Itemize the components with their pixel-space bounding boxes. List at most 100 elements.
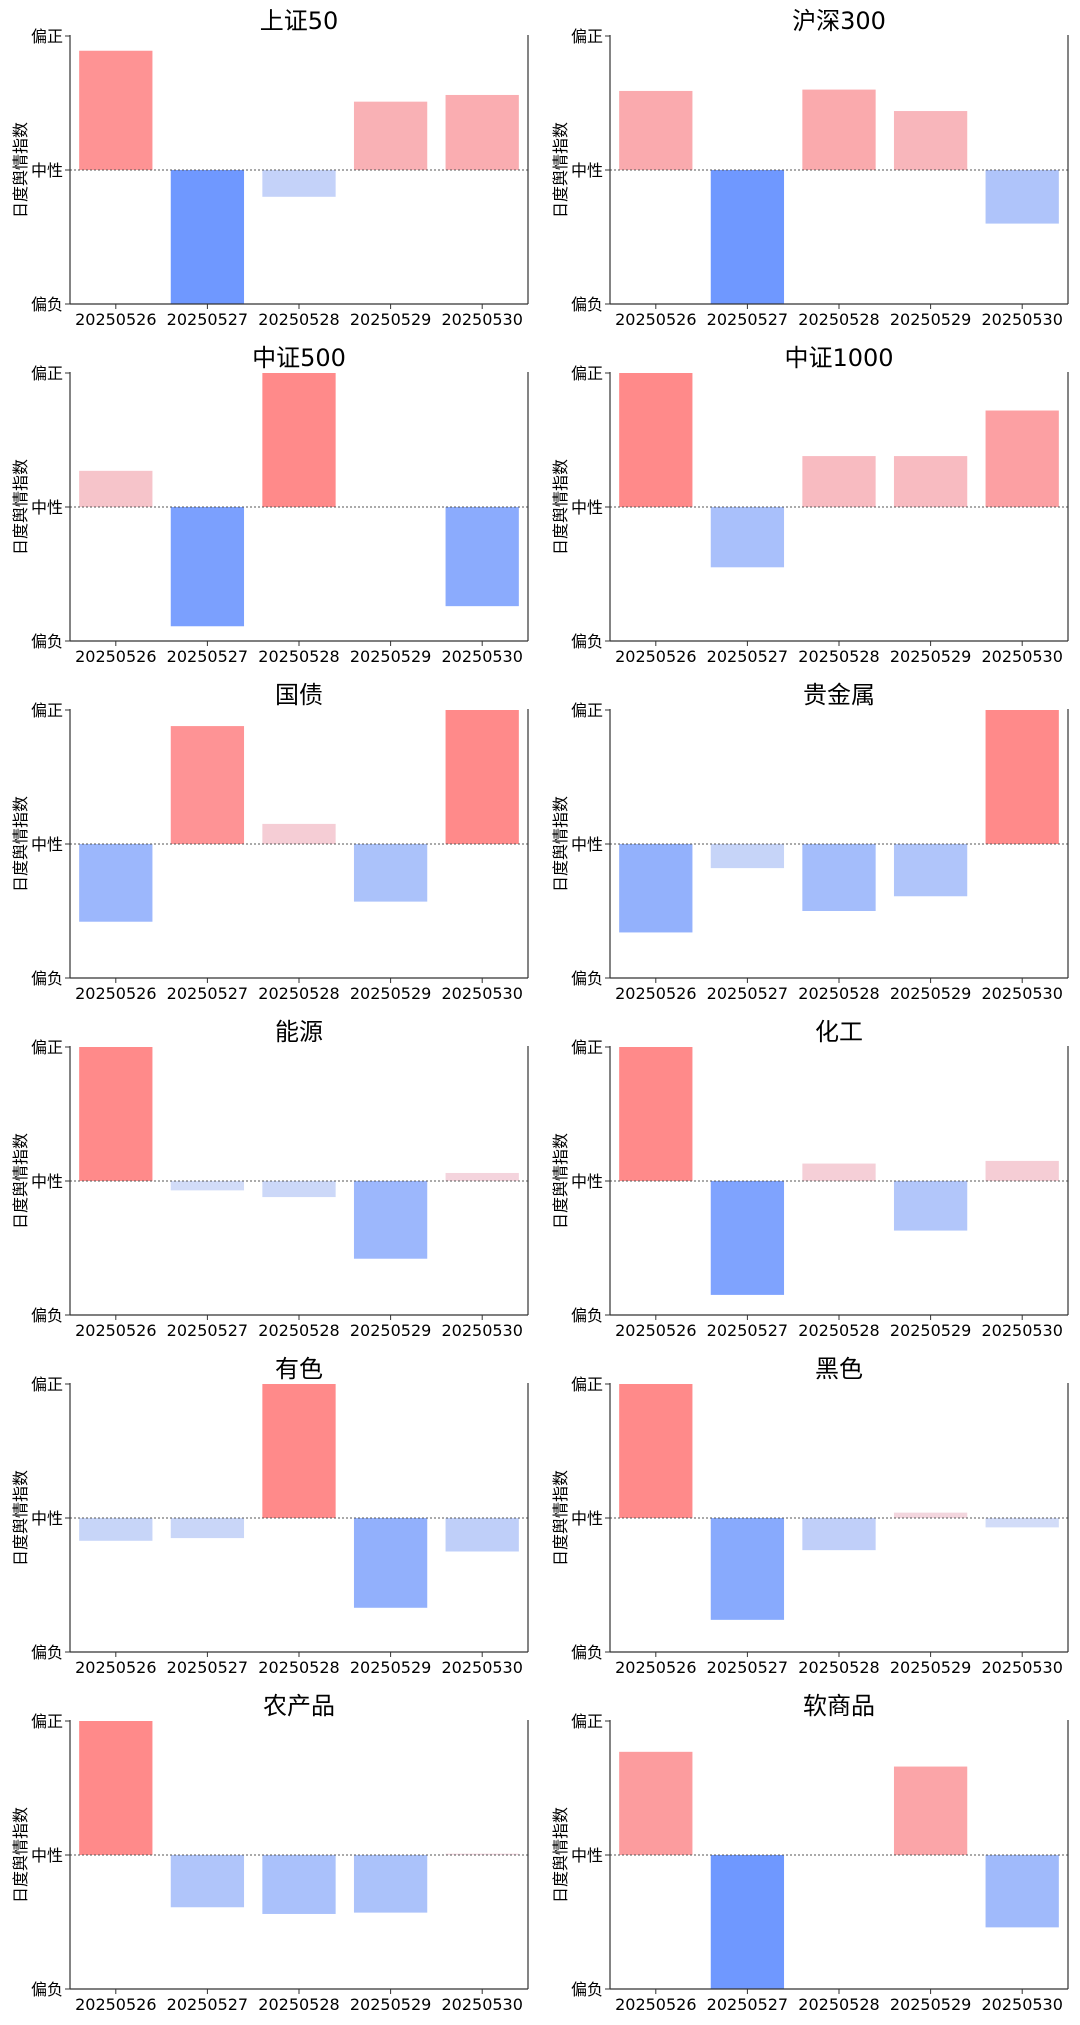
x-tick-label: 20250530 [441,647,522,666]
y-axis-label: 日度舆情指数 [11,122,30,218]
x-tick-label: 20250526 [615,1321,696,1340]
bar [445,1853,519,1855]
bar [262,373,336,507]
y-tick-label: 中性 [31,835,63,854]
x-tick-label: 20250527 [167,647,248,666]
y-tick-label: 中性 [31,161,63,180]
x-tick-label: 20250528 [798,647,879,666]
y-tick-label: 偏负 [571,969,603,988]
x-tick-label: 20250526 [75,310,156,329]
y-tick-label: 偏负 [571,1643,603,1662]
bar [262,823,336,844]
bar [79,1721,153,1855]
y-tick-label: 中性 [571,1509,603,1528]
chart-title: 上证50 [260,7,339,35]
y-tick-label: 偏正 [571,1038,603,1057]
y-tick-label: 中性 [571,161,603,180]
x-tick-label: 20250526 [75,984,156,1003]
y-tick-label: 中性 [31,1846,63,1865]
y-tick-label: 偏正 [571,364,603,383]
y-tick-label: 偏正 [571,1375,603,1394]
chart-title: 沪深300 [792,7,886,35]
bar [170,170,245,304]
y-axis-label: 日度舆情指数 [11,1807,30,1903]
x-tick-label: 20250528 [258,1995,339,2014]
bar [262,1384,336,1518]
bar [985,1855,1059,1928]
x-tick-label: 20250527 [707,984,788,1003]
x-tick-label: 20250529 [890,1321,971,1340]
x-tick-label: 20250526 [75,1321,156,1340]
x-tick-label: 20250530 [441,1658,522,1677]
y-axis-label: 日度舆情指数 [11,459,30,555]
bar [710,1518,785,1620]
chart-panel: 国债 日度舆情指数 偏负 中性 偏正 20250526 20250527 20250528 20… [0,674,540,1011]
x-tick-label: 20250530 [981,1321,1062,1340]
bar [445,507,519,607]
y-axis-label: 日度舆情指数 [11,796,30,892]
bar [985,710,1059,844]
bar [619,90,693,170]
x-tick-label: 20250526 [75,1995,156,2014]
x-tick-label: 20250530 [981,1995,1062,2014]
y-tick-label: 偏正 [31,364,63,383]
x-tick-label: 20250526 [75,647,156,666]
bar [893,1512,968,1518]
chart-panel: 黑色 日度舆情指数 偏负 中性 偏正 20250526 20250527 20250528 20… [540,1348,1080,1685]
bar [262,1181,336,1198]
x-tick-label: 20250528 [258,310,339,329]
chart-title: 贵金属 [803,681,875,709]
bar [985,170,1059,224]
y-tick-label: 中性 [571,498,603,517]
bar [710,170,785,304]
x-tick-label: 20250526 [615,1658,696,1677]
chart-panel: 沪深300 日度舆情指数 偏负 中性 偏正 20250526 20250527 2025052… [540,0,1080,337]
chart-panel: 贵金属 日度舆情指数 偏负 中性 偏正 20250526 20250527 20250528 2… [540,674,1080,1011]
chart-title: 黑色 [815,1355,863,1383]
chart-title: 化工 [815,1018,863,1046]
chart-title: 中证1000 [784,344,893,372]
bar [893,456,968,507]
x-tick-label: 20250528 [798,1658,879,1677]
x-tick-label: 20250529 [890,984,971,1003]
y-tick-label: 中性 [571,1846,603,1865]
y-tick-label: 偏负 [31,1643,63,1662]
bar [985,1518,1059,1528]
chart-panel: 中证1000 日度舆情指数 偏负 中性 偏正 20250526 20250527 202505… [540,337,1080,674]
y-tick-label: 偏正 [31,27,63,46]
x-tick-label: 20250530 [981,984,1062,1003]
chart-panel: 化工 日度舆情指数 偏负 中性 偏正 20250526 20250527 20250528 20… [540,1011,1080,1348]
bar [619,373,693,507]
chart-title: 有色 [275,1355,323,1383]
x-tick-label: 20250529 [350,1321,431,1340]
x-tick-label: 20250530 [441,310,522,329]
bar [262,1855,336,1914]
x-tick-label: 20250526 [615,310,696,329]
bar [802,844,876,911]
y-tick-label: 偏负 [31,1980,63,1999]
bar [893,1181,968,1231]
bar [353,1181,428,1259]
bar [802,456,876,507]
bar [353,1855,428,1913]
bar [79,1047,153,1181]
chart-panel: 上证50 日度舆情指数 偏负 中性 偏正 20250526 20250527 20250528… [0,0,540,337]
bar [445,710,519,844]
x-tick-label: 20250528 [798,1995,879,2014]
x-tick-label: 20250526 [615,1995,696,2014]
bar [893,1766,968,1855]
chart-panel: 能源 日度舆情指数 偏负 中性 偏正 20250526 20250527 20250528 20… [0,1011,540,1348]
bar [802,1163,876,1181]
x-tick-label: 20250526 [75,1658,156,1677]
y-axis-label: 日度舆情指数 [551,796,570,892]
bar [79,470,153,507]
y-tick-label: 偏负 [571,295,603,314]
y-tick-label: 中性 [31,498,63,517]
x-tick-label: 20250526 [615,984,696,1003]
